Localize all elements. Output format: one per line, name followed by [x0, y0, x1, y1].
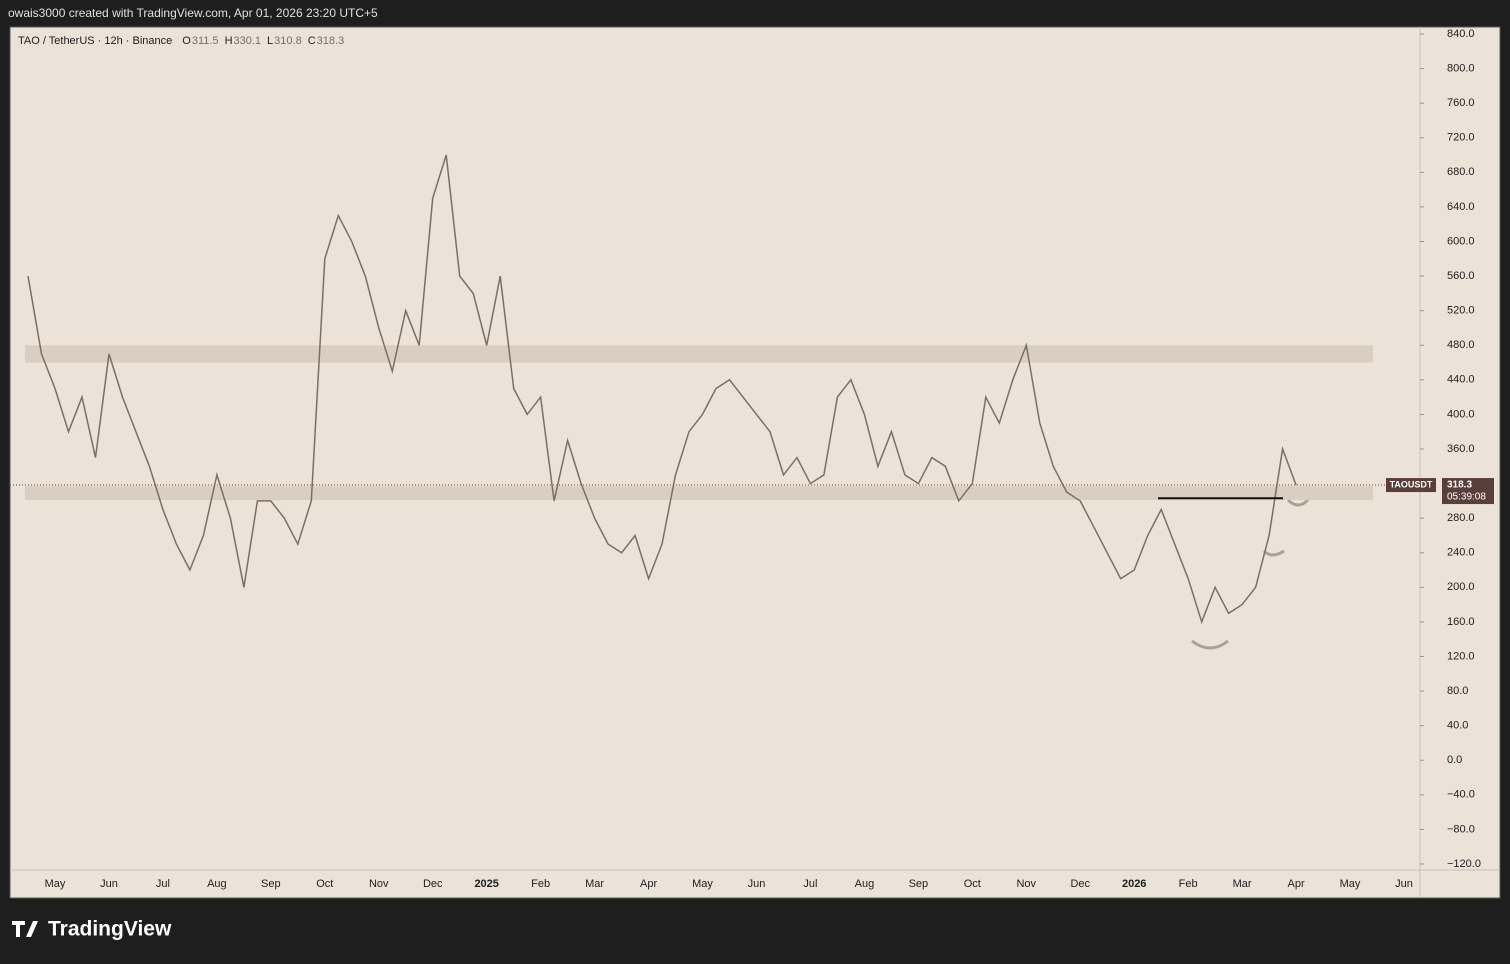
y-tick-label: 120.0 [1447, 650, 1475, 662]
y-tick-label: 280.0 [1447, 512, 1475, 524]
x-tick-label: Feb [531, 878, 550, 890]
y-tick-label: 240.0 [1447, 547, 1475, 559]
y-tick-label: 160.0 [1447, 616, 1475, 628]
y-tick-label: 560.0 [1447, 270, 1475, 282]
symbol-label: TAOUSDT [1390, 479, 1433, 489]
ohlc-value: 311.5 [192, 35, 219, 47]
x-tick-label: Dec [423, 878, 443, 890]
x-tick-label: Dec [1070, 878, 1090, 890]
y-tick-label: 0.0 [1447, 754, 1462, 766]
x-tick-label: Feb [1179, 878, 1198, 890]
y-tick-label: 80.0 [1447, 685, 1468, 697]
header: owais3000 created with TradingView.com, … [8, 6, 378, 20]
x-tick-label: Jun [100, 878, 118, 890]
y-tick-label: 520.0 [1447, 305, 1475, 317]
y-tick-label: 640.0 [1447, 201, 1475, 213]
x-tick-label: Sep [261, 878, 281, 890]
ohlc-key: C [308, 35, 316, 47]
x-tick-label: May [45, 878, 66, 890]
price-line [27, 154, 1297, 625]
y-tick-label: 40.0 [1447, 720, 1468, 732]
x-tick-label: Mar [585, 878, 604, 890]
ohlc-value: 318.3 [317, 35, 345, 47]
y-tick-label: 760.0 [1447, 97, 1475, 109]
plot-bg [9, 26, 1501, 899]
chart-title: TAO / TetherUS · 12h · Binance [18, 35, 172, 47]
y-tick-label: 440.0 [1447, 374, 1475, 386]
y-tick-label: 200.0 [1447, 581, 1475, 593]
ohlc-key: O [182, 35, 191, 47]
x-tick-label: 2026 [1122, 878, 1146, 890]
ohlc-value: 310.8 [274, 35, 302, 47]
x-tick-label: Apr [640, 878, 657, 890]
zone [25, 486, 1373, 501]
y-tick-label: 400.0 [1447, 408, 1475, 420]
y-tick-label: −120.0 [1447, 858, 1481, 870]
y-tick-label: 480.0 [1447, 339, 1475, 351]
y-tick-label: −40.0 [1447, 789, 1475, 801]
price-label: 318.3 [1447, 480, 1472, 491]
x-tick-label: Sep [909, 878, 929, 890]
x-tick-label: May [692, 878, 713, 890]
y-tick-label: 600.0 [1447, 235, 1475, 247]
x-tick-label: Aug [207, 878, 227, 890]
ohlc-value: 330.1 [234, 35, 262, 47]
x-tick-label: Jul [156, 878, 170, 890]
x-tick-label: Oct [316, 878, 333, 890]
legend: TAO / TetherUS · 12h · Binance [18, 35, 172, 47]
x-tick-label: Oct [964, 878, 981, 890]
symbol-box [1386, 478, 1436, 493]
x-tick-label: Mar [1233, 878, 1252, 890]
countdown: 05:39:08 [1447, 492, 1486, 503]
ohlc-key: H [225, 35, 233, 47]
x-tick-label: Nov [369, 878, 389, 890]
x-tick-label: 2025 [474, 878, 498, 890]
y-tick-label: 800.0 [1447, 62, 1475, 74]
y-tick-label: 680.0 [1447, 166, 1475, 178]
y-tick-label: −80.0 [1447, 823, 1475, 835]
zone [25, 345, 1373, 363]
logo [12, 921, 38, 937]
footer: TradingView [48, 918, 172, 941]
y-tick-label: 360.0 [1447, 443, 1475, 455]
price-box [1442, 478, 1494, 505]
x-tick-label: May [1340, 878, 1361, 890]
x-tick-label: Jun [1395, 878, 1413, 890]
x-tick-label: Jun [748, 878, 766, 890]
x-tick-label: Apr [1288, 878, 1305, 890]
y-tick-label: 720.0 [1447, 132, 1475, 144]
x-tick-label: Nov [1016, 878, 1036, 890]
y-tick-label: 840.0 [1447, 28, 1475, 40]
x-tick-label: Aug [855, 878, 875, 890]
ohlc-key: L [267, 35, 273, 47]
x-tick-label: Jul [803, 878, 817, 890]
